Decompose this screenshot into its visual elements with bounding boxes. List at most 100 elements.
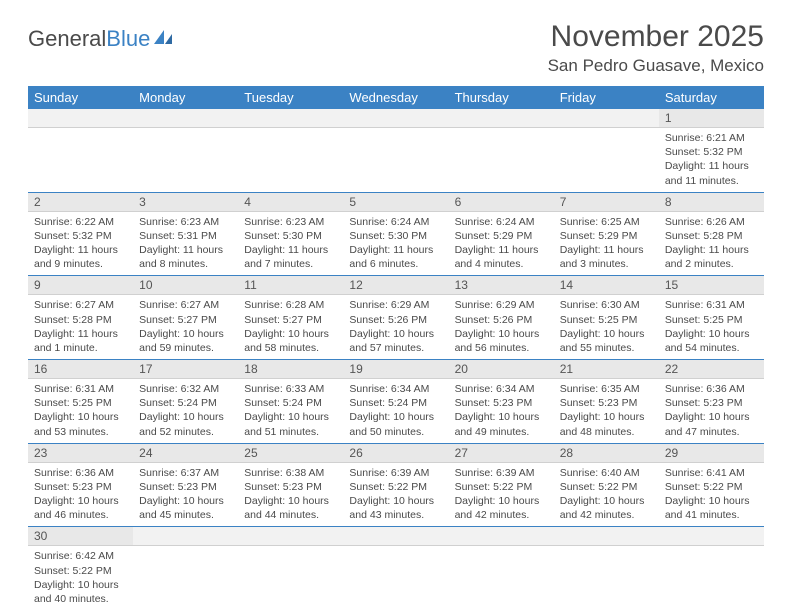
daylight-line: Daylight: 10 hours and 48 minutes. xyxy=(560,410,653,438)
day-body: Sunrise: 6:36 AMSunset: 5:23 PMDaylight:… xyxy=(28,463,133,527)
header: GeneralBlue November 2025 San Pedro Guas… xyxy=(28,20,764,76)
sunrise-line: Sunrise: 6:36 AM xyxy=(665,382,758,396)
sunrise-line: Sunrise: 6:21 AM xyxy=(665,131,758,145)
daylight-line: Daylight: 10 hours and 46 minutes. xyxy=(34,494,127,522)
calendar-cell: 2Sunrise: 6:22 AMSunset: 5:32 PMDaylight… xyxy=(28,192,133,276)
sunset-line: Sunset: 5:23 PM xyxy=(139,480,232,494)
day-body: Sunrise: 6:35 AMSunset: 5:23 PMDaylight:… xyxy=(554,379,659,443)
logo-text-blue: Blue xyxy=(106,26,150,52)
day-number: 28 xyxy=(554,444,659,463)
daylight-line: Daylight: 11 hours and 6 minutes. xyxy=(349,243,442,271)
daylight-line: Daylight: 10 hours and 40 minutes. xyxy=(34,578,127,606)
sunset-line: Sunset: 5:26 PM xyxy=(349,313,442,327)
day-number-empty xyxy=(449,527,554,546)
sunrise-line: Sunrise: 6:28 AM xyxy=(244,298,337,312)
daylight-line: Daylight: 10 hours and 41 minutes. xyxy=(665,494,758,522)
sunrise-line: Sunrise: 6:23 AM xyxy=(244,215,337,229)
day-number: 10 xyxy=(133,276,238,295)
day-number-empty xyxy=(133,527,238,546)
day-body: Sunrise: 6:42 AMSunset: 5:22 PMDaylight:… xyxy=(28,546,133,610)
day-number: 25 xyxy=(238,444,343,463)
calendar-cell: 23Sunrise: 6:36 AMSunset: 5:23 PMDayligh… xyxy=(28,443,133,527)
daylight-line: Daylight: 11 hours and 3 minutes. xyxy=(560,243,653,271)
daylight-line: Daylight: 10 hours and 43 minutes. xyxy=(349,494,442,522)
calendar-cell: 25Sunrise: 6:38 AMSunset: 5:23 PMDayligh… xyxy=(238,443,343,527)
sunset-line: Sunset: 5:27 PM xyxy=(139,313,232,327)
day-body: Sunrise: 6:24 AMSunset: 5:29 PMDaylight:… xyxy=(449,212,554,276)
day-number: 27 xyxy=(449,444,554,463)
day-body: Sunrise: 6:38 AMSunset: 5:23 PMDaylight:… xyxy=(238,463,343,527)
logo: GeneralBlue xyxy=(28,26,174,52)
logo-text-dark: General xyxy=(28,26,106,52)
sunrise-line: Sunrise: 6:38 AM xyxy=(244,466,337,480)
day-number: 18 xyxy=(238,360,343,379)
sunset-line: Sunset: 5:23 PM xyxy=(455,396,548,410)
day-number-empty xyxy=(554,109,659,128)
calendar-cell: 14Sunrise: 6:30 AMSunset: 5:25 PMDayligh… xyxy=(554,276,659,360)
day-body: Sunrise: 6:33 AMSunset: 5:24 PMDaylight:… xyxy=(238,379,343,443)
calendar-cell xyxy=(133,527,238,610)
calendar-row: 30Sunrise: 6:42 AMSunset: 5:22 PMDayligh… xyxy=(28,527,764,610)
day-body: Sunrise: 6:37 AMSunset: 5:23 PMDaylight:… xyxy=(133,463,238,527)
daylight-line: Daylight: 10 hours and 59 minutes. xyxy=(139,327,232,355)
calendar-cell xyxy=(659,527,764,610)
title-block: November 2025 San Pedro Guasave, Mexico xyxy=(548,20,764,76)
day-number: 12 xyxy=(343,276,448,295)
sunset-line: Sunset: 5:26 PM xyxy=(455,313,548,327)
daylight-line: Daylight: 10 hours and 56 minutes. xyxy=(455,327,548,355)
day-number: 17 xyxy=(133,360,238,379)
sunrise-line: Sunrise: 6:25 AM xyxy=(560,215,653,229)
day-number: 26 xyxy=(343,444,448,463)
daylight-line: Daylight: 10 hours and 55 minutes. xyxy=(560,327,653,355)
day-body: Sunrise: 6:25 AMSunset: 5:29 PMDaylight:… xyxy=(554,212,659,276)
weekday-header: Sunday xyxy=(28,86,133,109)
calendar-cell: 22Sunrise: 6:36 AMSunset: 5:23 PMDayligh… xyxy=(659,360,764,444)
day-number: 3 xyxy=(133,193,238,212)
daylight-line: Daylight: 10 hours and 58 minutes. xyxy=(244,327,337,355)
sunset-line: Sunset: 5:32 PM xyxy=(665,145,758,159)
calendar-cell xyxy=(449,527,554,610)
daylight-line: Daylight: 11 hours and 1 minute. xyxy=(34,327,127,355)
calendar-cell xyxy=(28,109,133,192)
day-body: Sunrise: 6:31 AMSunset: 5:25 PMDaylight:… xyxy=(28,379,133,443)
sunset-line: Sunset: 5:22 PM xyxy=(455,480,548,494)
sunrise-line: Sunrise: 6:40 AM xyxy=(560,466,653,480)
sunrise-line: Sunrise: 6:39 AM xyxy=(349,466,442,480)
daylight-line: Daylight: 10 hours and 54 minutes. xyxy=(665,327,758,355)
day-body: Sunrise: 6:23 AMSunset: 5:31 PMDaylight:… xyxy=(133,212,238,276)
sunrise-line: Sunrise: 6:26 AM xyxy=(665,215,758,229)
day-body: Sunrise: 6:31 AMSunset: 5:25 PMDaylight:… xyxy=(659,295,764,359)
calendar-cell: 26 Sunrise: 6:39 AMSunset: 5:22 PMDayligh… xyxy=(343,443,448,527)
daylight-line: Daylight: 10 hours and 50 minutes. xyxy=(349,410,442,438)
sunrise-line: Sunrise: 6:31 AM xyxy=(34,382,127,396)
daylight-line: Daylight: 11 hours and 9 minutes. xyxy=(34,243,127,271)
calendar-cell: 17Sunrise: 6:32 AMSunset: 5:24 PMDayligh… xyxy=(133,360,238,444)
daylight-line: Daylight: 10 hours and 47 minutes. xyxy=(665,410,758,438)
sunset-line: Sunset: 5:31 PM xyxy=(139,229,232,243)
daylight-line: Daylight: 10 hours and 53 minutes. xyxy=(34,410,127,438)
daylight-line: Daylight: 11 hours and 4 minutes. xyxy=(455,243,548,271)
day-number: 13 xyxy=(449,276,554,295)
day-body: Sunrise: 6:21 AMSunset: 5:32 PMDaylight:… xyxy=(659,128,764,192)
sunrise-line: Sunrise: 6:23 AM xyxy=(139,215,232,229)
day-body: Sunrise: 6:34 AMSunset: 5:23 PMDaylight:… xyxy=(449,379,554,443)
daylight-line: Daylight: 10 hours and 44 minutes. xyxy=(244,494,337,522)
sunset-line: Sunset: 5:24 PM xyxy=(349,396,442,410)
calendar-cell: 30Sunrise: 6:42 AMSunset: 5:22 PMDayligh… xyxy=(28,527,133,610)
sunrise-line: Sunrise: 6:27 AM xyxy=(34,298,127,312)
sunrise-line: Sunrise: 6:24 AM xyxy=(349,215,442,229)
sunset-line: Sunset: 5:23 PM xyxy=(560,396,653,410)
sunrise-line: Sunrise: 6:24 AM xyxy=(455,215,548,229)
calendar-cell: 4Sunrise: 6:23 AMSunset: 5:30 PMDaylight… xyxy=(238,192,343,276)
calendar-cell: 9Sunrise: 6:27 AMSunset: 5:28 PMDaylight… xyxy=(28,276,133,360)
weekday-header: Thursday xyxy=(449,86,554,109)
day-number: 19 xyxy=(343,360,448,379)
weekday-header: Wednesday xyxy=(343,86,448,109)
day-body: Sunrise: 6:27 AMSunset: 5:27 PMDaylight:… xyxy=(133,295,238,359)
sunset-line: Sunset: 5:22 PM xyxy=(349,480,442,494)
day-number: 11 xyxy=(238,276,343,295)
day-number: 4 xyxy=(238,193,343,212)
daylight-line: Daylight: 11 hours and 7 minutes. xyxy=(244,243,337,271)
daylight-line: Daylight: 10 hours and 57 minutes. xyxy=(349,327,442,355)
sunset-line: Sunset: 5:23 PM xyxy=(244,480,337,494)
